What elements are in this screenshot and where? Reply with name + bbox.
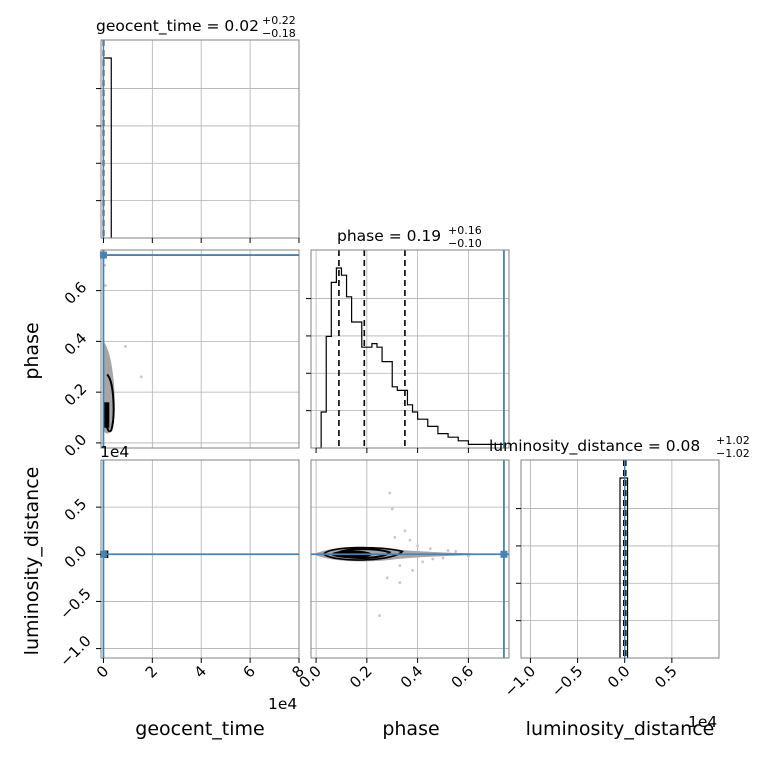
title-luminosity-distance-sub: −1.02 [716,447,750,460]
scatter-point [398,564,402,567]
panel-frame [100,459,300,659]
truth-marker [99,251,107,259]
xlabel-luminosity-distance: luminosity_distance [526,718,715,740]
title-geocent-time-sup: +0.22 [262,14,296,27]
title-phase: phase = 0.19 [337,227,441,245]
hist-phase [316,267,505,449]
panel-frame [100,249,300,449]
scatter-point [139,375,143,379]
tick-label-x: −0.5 [548,662,586,700]
tick-label-x: 0.5 [651,662,681,692]
title-geocent-time: geocent_time = 0.02 [96,17,259,36]
scatter-point [398,581,402,584]
tick-label-x: 0 [93,662,112,681]
scatter-point [454,550,458,553]
content-layer [99,40,629,658]
ylabel-luminosity-distance: luminosity_distance [21,467,43,656]
scatter-point [431,557,435,561]
tick-label-x: 0.4 [397,662,427,692]
panel-frame [100,39,300,239]
hist-luminosity-distance [619,477,629,658]
frames-layer [100,39,720,659]
title-phase-sup: +0.16 [448,224,482,237]
scatter-point [104,284,107,287]
scatter-point [403,529,407,533]
panel-frame [310,249,510,449]
scatter-point [390,507,394,511]
panel-frame [520,459,720,659]
truth-marker [500,550,508,558]
scatter-point [388,491,392,495]
tick-label-y: 0.6 [61,278,91,308]
offset-label-ld-y: 1e4 [100,443,129,461]
title-luminosity-distance-sup: +1.02 [716,434,750,447]
tick-label-y: 0.5 [61,495,91,525]
scatter-point [421,560,425,564]
tick-label-y: 0.0 [61,431,91,461]
xlabel-geocent-time: geocent_time [135,718,264,740]
tick-label-y: 0.4 [61,329,91,359]
scatter-point [466,554,470,558]
scatter-point [378,614,381,617]
tick-label-x: 0.6 [448,662,478,692]
scatter-point [124,345,127,348]
panel-frame [310,459,510,659]
contour-line-outer [322,546,404,561]
title-luminosity-distance: luminosity_distance = 0.08 [489,437,700,456]
scatter-point [441,556,445,560]
tick-label-x: 2 [142,662,161,681]
tick-label-x: 0.0 [604,662,634,692]
scatter-point [428,547,432,551]
scatter-point [416,544,420,548]
offset-label-geocent-x: 1e4 [268,695,297,713]
title-phase-sub: −0.10 [448,237,482,250]
tick-label-y: 0.2 [61,380,91,410]
title-geocent-time-sub: −0.18 [262,27,296,40]
tick-label-x: 0.2 [346,662,376,692]
scatter-point [393,535,397,539]
tick-label-x: 0.0 [295,662,325,692]
truth-marker [99,550,107,558]
xlabel-phase: phase [382,718,439,740]
tick-label-y: −1.0 [56,632,94,670]
offset-label-ld-x: 1e4 [688,713,717,731]
tick-label-y: 0.0 [61,542,91,572]
tick-label-x: 6 [239,662,258,681]
contour-core [103,402,110,428]
hist-geocent-time [102,57,112,238]
scatter-point [446,549,450,552]
scatter-point [385,576,389,580]
ylabel-phase: phase [21,322,43,379]
scatter-point [411,568,414,572]
tick-label-x: −1.0 [501,662,539,700]
ticks-layer: 0 2 4 6 80.0 0.2 0.4 0.6 −1.0 −0.5 0.0 0.50.00.20.4… [56,88,681,701]
tick-label-x: 4 [191,662,210,681]
scatter-point [408,538,412,542]
tick-label-y: −0.5 [56,585,94,623]
